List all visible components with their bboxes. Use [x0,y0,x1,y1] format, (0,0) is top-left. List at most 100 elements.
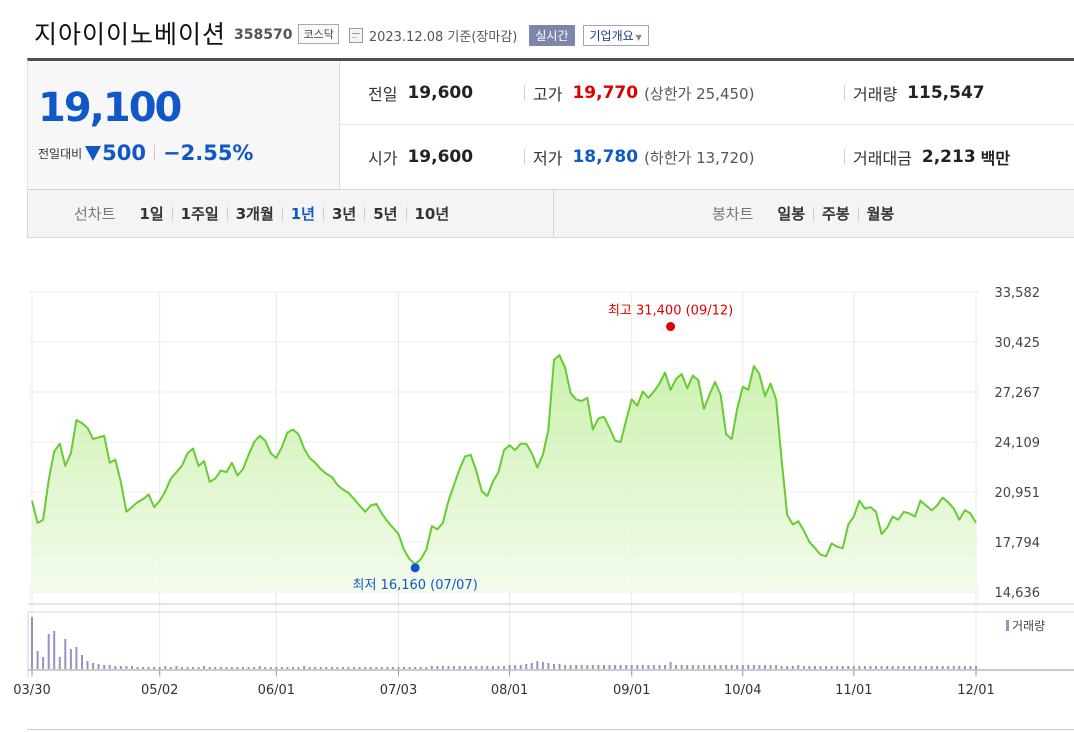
candle-chart-label: 봉차트 [712,205,754,223]
volume-bar [169,667,172,669]
volume-bar [514,665,517,669]
volume-bar [186,667,189,669]
volume-bar [225,667,228,669]
y-axis: 33,582 30,425 27,267 24,109 20,951 17,794 14,6… [995,286,1041,601]
divider [524,85,525,101]
volume-bar [303,666,306,669]
volume-bar [142,667,145,669]
volume-bar [797,665,800,669]
divider [524,149,525,165]
volume-bar [725,665,728,669]
volume-bar [364,667,367,669]
volume-bar [81,655,83,669]
volume-bar [180,667,183,669]
volume-bar [925,666,927,669]
volume-bar [541,662,544,669]
volume-bar [403,667,405,669]
volume-bar [908,666,911,669]
info-row-2: 시가 19,600 저가 18,780 (하한가 13,720) 거래대금 2,… [340,125,1074,189]
volume-bar [147,667,150,669]
x-tick-label: 12/01 [957,683,994,698]
volume-bar [680,665,683,669]
volume-bar [636,665,639,669]
volume-bar [564,665,567,669]
volume-bar [153,667,156,669]
volume-bar [913,666,916,669]
volume-bar [658,665,661,669]
volume-bar [508,665,511,669]
chart-period-tabs: 선차트 1일 1주일 3개월 1년 3년 5년 10년 봉차트 일봉 주봉 월봉 [27,190,1074,238]
change-amount: 500 [102,141,147,165]
tab-period-5[interactable]: 5년 [364,206,405,221]
change-row: 전일대비 500 −2.55% [38,141,253,165]
price-area-fill [32,355,976,592]
down-arrow-icon [85,145,102,161]
volume-bar [836,666,839,669]
volume-bar [530,663,533,669]
volume-bar [203,666,206,669]
volume-bar [391,667,394,669]
tab-period-3[interactable]: 1년 [281,206,323,221]
change-percent: −2.55% [163,141,254,165]
y-tick-label: 14,636 [995,586,1041,601]
volume-bar [769,665,772,669]
volume-bar [347,667,350,669]
volume-bar [858,666,861,669]
volume-bar [869,666,872,669]
volume-bar [380,667,383,669]
volume-bar [880,666,883,669]
volume-bar [580,665,583,669]
volume-bar [919,666,922,669]
volume-bar [31,617,33,669]
divider [154,145,156,161]
volume-bar [547,663,550,669]
realtime-button[interactable]: 실시간 [529,24,575,46]
lower-limit: (하한가 13,720) [644,148,755,167]
volume-bar [758,665,761,669]
volume-bar [791,666,794,669]
volume-bar [58,657,61,669]
stock-name: 지아이이노베이션 [34,20,227,49]
x-tick-label: 03/30 [13,683,50,698]
volume-bar [447,666,450,669]
tab-period-4[interactable]: 3년 [323,206,364,221]
y-tick-label: 33,582 [995,286,1041,301]
volume-bar [947,666,950,669]
tab-candle-2[interactable]: 월봉 [857,206,903,221]
tab-period-1[interactable]: 1주일 [171,206,227,221]
price-summary: 19,100 전일대비 500 −2.55% 전일 19,600 고가 19,7… [27,58,1074,190]
volume-bar [714,665,716,669]
volume-bar [192,667,194,669]
tab-period-2[interactable]: 3개월 [226,206,282,221]
prev-close-value: 19,600 [407,83,474,103]
prev-close-cell: 전일 19,600 [368,61,473,125]
x-tick-label: 05/02 [141,683,178,698]
volume-bar [686,665,689,669]
volume-bar [558,664,561,669]
volume-bar [325,667,328,669]
high-value: 19,770 [572,83,639,103]
volume-bar [830,666,833,669]
volume-bar [536,661,539,669]
tab-candle-0[interactable]: 일봉 [777,204,806,223]
volume-bar [430,666,433,669]
volume-bar [197,667,200,669]
company-info-button[interactable]: 기업개요 ▼ [582,24,649,46]
volume-bar [75,647,78,669]
volume-legend-label: 거래량 [1012,619,1045,633]
tab-period-6[interactable]: 10년 [405,206,458,221]
volume-bar [286,667,289,669]
tab-period-0[interactable]: 1일 [139,204,164,223]
volume-bar [158,667,161,669]
volume-bar [453,666,455,669]
volume-bar [519,665,522,669]
caret-down-icon: ▼ [635,32,642,42]
volume-bar [103,665,106,669]
tab-candle-1[interactable]: 주봉 [813,206,858,221]
volume-bar [214,667,217,669]
volume-bar [297,667,300,669]
trade-value-cell: 거래대금 2,213 백만 [844,125,1010,189]
volume-bar [814,666,816,669]
volume-bar [808,666,811,669]
y-tick-label: 30,425 [995,336,1041,351]
